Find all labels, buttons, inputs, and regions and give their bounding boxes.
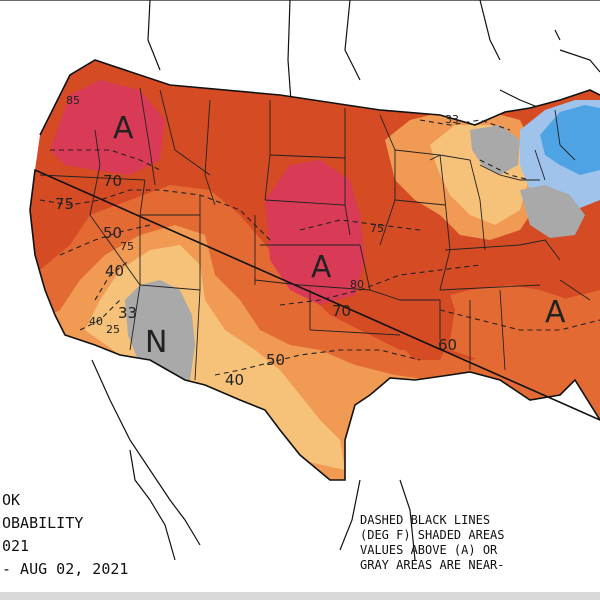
shade-above-max-northwest xyxy=(50,80,165,175)
contour-label: 80 xyxy=(350,278,364,291)
category-label-southeast: A xyxy=(545,295,566,330)
category-label-northwest: A xyxy=(113,111,134,146)
contour-label: 70 xyxy=(103,172,122,190)
category-label-central: A xyxy=(311,250,332,285)
contour-label: 40 xyxy=(105,262,124,280)
contour-label: 40 xyxy=(89,315,103,328)
contour-label: 70 xyxy=(332,302,351,320)
probability-contours xyxy=(39,119,600,376)
legend-text-left-3: 021 xyxy=(2,537,29,555)
contour-label: 75 xyxy=(55,195,74,213)
shade-near-normal-coast xyxy=(520,185,585,238)
contour-label: 75 xyxy=(370,222,384,235)
shade-above-max-central xyxy=(265,160,365,305)
shade-below-strong xyxy=(540,105,600,175)
state-borders xyxy=(39,87,591,381)
legend-text-right-4: GRAY AREAS ARE NEAR- xyxy=(360,558,505,572)
legend-text-right-3: VALUES ABOVE (A) OR xyxy=(360,543,498,557)
contour-label: 50 xyxy=(103,224,122,242)
us-outline xyxy=(29,59,600,481)
shade-near-normal-northeast xyxy=(470,125,520,175)
contour-label: 25 xyxy=(106,323,120,336)
contour-label: 85 xyxy=(66,94,80,107)
shade-above-very-mississippi xyxy=(385,265,455,360)
country-borders xyxy=(0,0,600,561)
legend-text-right-2: (DEG F) SHADED AREAS xyxy=(360,528,505,542)
legend-text-left-2: OBABILITY xyxy=(2,514,83,532)
legend-text-left-4: - AUG 02, 2021 xyxy=(2,560,128,578)
contour-label: 33 xyxy=(118,304,137,322)
legend-text-right-1: DASHED BLACK LINES xyxy=(360,513,490,527)
contour-label: 50 xyxy=(266,351,285,369)
bottom-strip xyxy=(0,592,600,600)
contour-label: 40 xyxy=(225,371,244,389)
contour-label: 75 xyxy=(120,240,134,253)
category-label-southwest: N xyxy=(145,325,167,360)
contour-label: 33 xyxy=(445,113,459,126)
contour-label: 60 xyxy=(438,336,457,354)
legend-text-left-1: OK xyxy=(2,491,20,509)
